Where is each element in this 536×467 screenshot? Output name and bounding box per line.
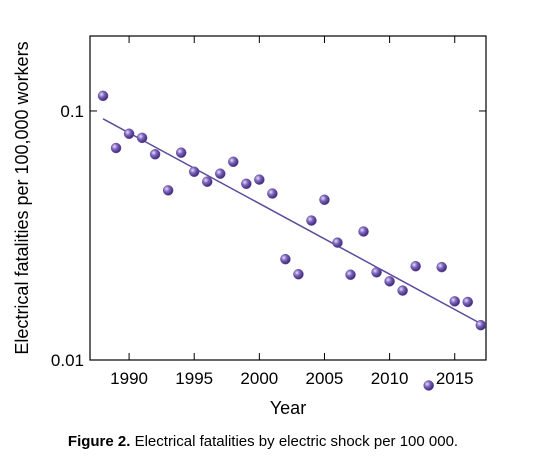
data-point [332, 237, 343, 248]
x-tick-label: 2005 [306, 369, 344, 388]
data-point [345, 269, 356, 280]
data-point [267, 188, 278, 199]
y-tick-label: 0.01 [51, 351, 84, 370]
data-point [371, 267, 382, 278]
data-point [306, 215, 317, 226]
caption-label: Figure 2. [68, 433, 131, 450]
data-point [110, 142, 122, 154]
data-point [254, 174, 265, 185]
data-point [436, 261, 447, 273]
x-tick-label: 1995 [175, 369, 213, 388]
data-point [319, 194, 330, 206]
data-point [423, 380, 434, 391]
data-point [188, 166, 200, 178]
data-point [293, 268, 304, 280]
x-tick-label: 2010 [371, 369, 409, 388]
data-point [162, 185, 174, 196]
x-tick-label: 2000 [240, 369, 278, 388]
data-point [397, 285, 408, 296]
data-point [462, 296, 474, 308]
x-tick-label: 2015 [436, 369, 474, 388]
data-point [201, 176, 213, 187]
fit-line [102, 118, 482, 325]
data-point [449, 296, 460, 307]
data-point [280, 253, 291, 265]
data-point [475, 319, 487, 331]
data-point [175, 147, 187, 158]
data-point [136, 132, 148, 144]
caption-block: Figure 2. Electrical fatalities by elect… [68, 433, 458, 450]
y-tick-label: 0.1 [60, 102, 84, 121]
data-point [215, 168, 226, 179]
data-point [149, 149, 161, 160]
data-point [241, 178, 252, 190]
data-point [97, 90, 109, 102]
plot-frame [89, 35, 487, 361]
data-point [228, 156, 239, 168]
y-axis-label: Electrical fatalities per 100,000 worker… [12, 41, 32, 354]
data-point [123, 128, 135, 140]
data-point [410, 260, 421, 272]
x-tick-label: 1990 [110, 369, 148, 388]
data-point [358, 226, 369, 237]
data-point [384, 276, 395, 287]
x-axis-label: Year [270, 398, 306, 418]
caption: Electrical fatalities by electric shock … [135, 433, 459, 450]
